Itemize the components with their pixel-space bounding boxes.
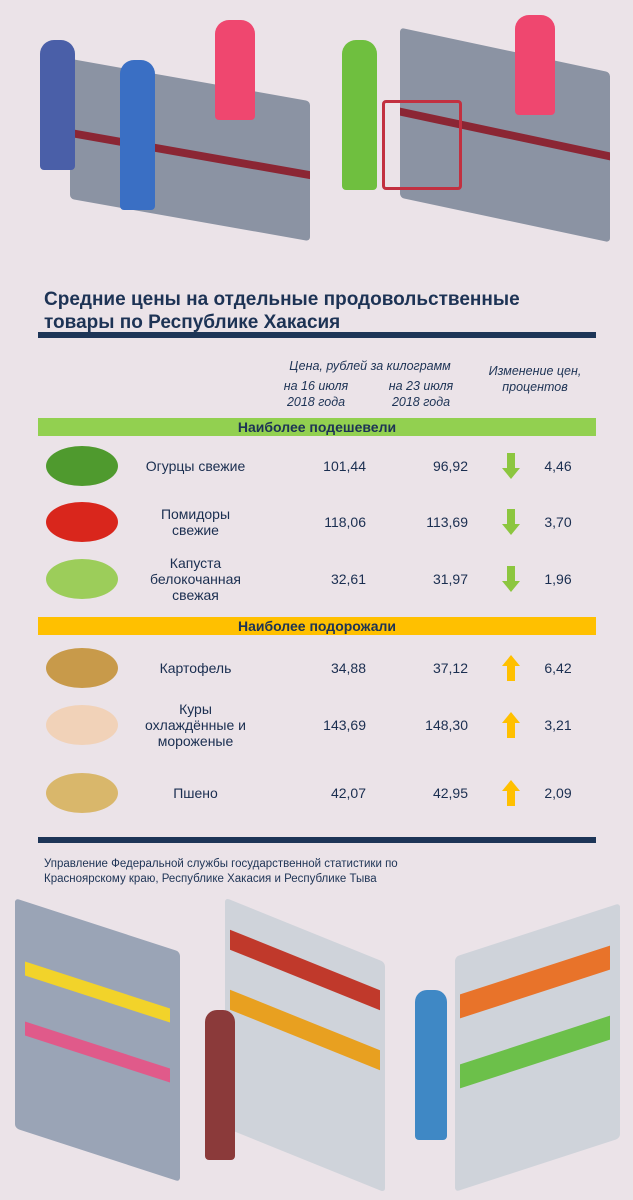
source-note: Управление Федеральной службы государств…	[44, 858, 398, 885]
price-july-16: 101,44	[323, 458, 366, 474]
date2-header: на 23 июля 2018 года	[388, 379, 454, 409]
product-name: Картофель	[159, 660, 232, 676]
section-label: Наиболее подорожали	[237, 618, 397, 634]
section-band-down: Наиболее подешевели	[38, 418, 596, 436]
table-row: Картофель 34,88 37,12 6,42	[38, 643, 596, 693]
date1-header: на 16 июля 2018 года	[283, 379, 349, 409]
checkout-illustration-left	[10, 10, 310, 250]
product-name: Капуста белокочанная свежая	[150, 555, 241, 603]
price-july-16: 42,07	[330, 785, 366, 801]
price-july-16: 118,06	[324, 514, 366, 530]
product-name: Помидоры свежие	[160, 506, 231, 538]
price-change: 1,96	[544, 571, 572, 587]
price-july-16: 34,88	[330, 660, 366, 676]
title-rule	[38, 332, 596, 338]
section-label: Наиболее подешевели	[237, 419, 397, 435]
price-july-23: 31,97	[432, 571, 468, 587]
price-change: 4,46	[544, 458, 572, 474]
table-row: Пшено 42,07 42,95 2,09	[38, 768, 596, 818]
product-name: Куры охлаждённые и мороженые	[145, 701, 246, 749]
cucumber-icon	[46, 446, 118, 486]
checkout-illustration-right	[320, 10, 615, 250]
price-july-16: 143,69	[323, 717, 366, 733]
arrow-down-icon	[502, 509, 520, 535]
millet-icon	[46, 773, 118, 813]
section-band-up: Наиболее подорожали	[38, 617, 596, 635]
chicken-icon	[46, 705, 118, 745]
price-july-23: 37,12	[432, 660, 468, 676]
price-july-23: 148,30	[425, 717, 468, 733]
arrow-down-icon	[502, 566, 520, 592]
price-july-23: 113,69	[426, 514, 468, 530]
shelf-illustration-right	[415, 903, 620, 1192]
page-title: Средние цены на отдельные продовольствен…	[44, 289, 520, 333]
price-change: 3,70	[544, 514, 572, 530]
product-name: Огурцы свежие	[145, 458, 246, 474]
shelf-illustration-center	[205, 897, 385, 1193]
price-july-16: 32,61	[330, 571, 366, 587]
price-header: Цена, рублей за килограмм	[289, 359, 451, 373]
change-header: Изменение цен, процентов	[488, 364, 582, 394]
bottom-rule	[38, 837, 596, 843]
price-change: 2,09	[544, 785, 572, 801]
table-row: Помидоры свежие 118,06 113,69 3,70	[38, 497, 596, 547]
price-july-23: 42,95	[432, 785, 468, 801]
price-change: 6,42	[544, 660, 572, 676]
table-row: Огурцы свежие 101,44 96,92 4,46	[38, 441, 596, 491]
price-july-23: 96,92	[432, 458, 468, 474]
arrow-up-icon	[502, 780, 520, 806]
table-row: Капуста белокочанная свежая 32,61 31,97 …	[38, 554, 596, 604]
tomato-icon	[46, 502, 118, 542]
potato-icon	[46, 648, 118, 688]
fridge-illustration	[15, 898, 180, 1182]
price-change: 3,21	[544, 717, 572, 733]
cabbage-icon	[46, 559, 118, 599]
arrow-down-icon	[502, 453, 520, 479]
arrow-up-icon	[502, 712, 520, 738]
arrow-up-icon	[502, 655, 520, 681]
product-name: Пшено	[173, 785, 218, 801]
table-row: Куры охлаждённые и мороженые 143,69 148,…	[38, 700, 596, 750]
